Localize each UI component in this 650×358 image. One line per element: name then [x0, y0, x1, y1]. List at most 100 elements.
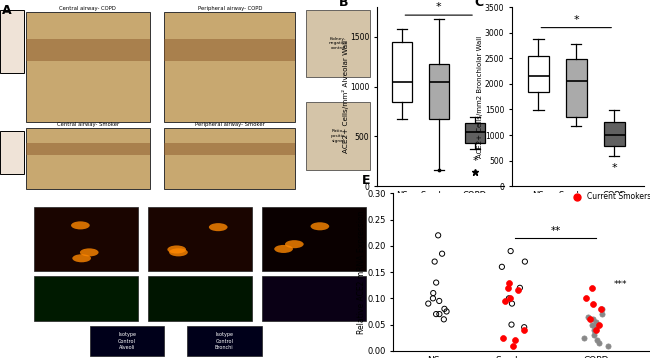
Text: NS: NS: [65, 200, 77, 209]
Point: [431, 311, 441, 317]
Point: [504, 280, 514, 285]
Circle shape: [274, 245, 293, 253]
Bar: [306, 102, 370, 170]
Point: [510, 338, 520, 343]
PathPatch shape: [566, 59, 587, 117]
Text: Ratio-
positiv-
signal: Ratio- positiv- signal: [330, 129, 346, 143]
Point: [594, 322, 604, 328]
Point: [502, 285, 513, 291]
Point: [590, 324, 601, 330]
Bar: [26, 39, 150, 61]
Point: [434, 311, 445, 317]
Text: *: *: [573, 15, 579, 25]
Point: [423, 301, 434, 306]
Circle shape: [169, 248, 188, 256]
Point: [588, 316, 598, 322]
Bar: [261, 207, 366, 271]
Text: Peripheral airway- Smoker: Peripheral airway- Smoker: [195, 122, 265, 127]
Point: [428, 295, 438, 301]
Text: *: *: [436, 2, 441, 12]
Point: [439, 306, 450, 312]
Text: E: E: [362, 174, 370, 188]
Circle shape: [71, 221, 90, 229]
Text: Central airway- COPD: Central airway- COPD: [59, 6, 116, 11]
Point: [437, 251, 447, 257]
Bar: [306, 10, 370, 77]
Point: [587, 322, 597, 328]
Bar: [0, 10, 24, 73]
Point: [587, 285, 597, 291]
Point: [507, 301, 517, 306]
Y-axis label: ACE2+ Cells/mm² Alveolar Wall: ACE2+ Cells/mm² Alveolar Wall: [342, 40, 348, 153]
Bar: [0, 131, 24, 174]
PathPatch shape: [429, 64, 448, 118]
Point: [591, 319, 601, 325]
Text: COPD: COPD: [287, 200, 311, 209]
Circle shape: [72, 254, 91, 262]
Bar: [26, 127, 150, 189]
Point: [506, 322, 517, 328]
Text: Central airway- Smoker: Central airway- Smoker: [57, 122, 119, 127]
PathPatch shape: [604, 122, 625, 146]
Bar: [187, 326, 261, 357]
Point: [519, 324, 529, 330]
Bar: [148, 276, 252, 321]
Point: [506, 248, 516, 254]
Point: [592, 338, 602, 343]
Point: [582, 314, 593, 320]
Circle shape: [285, 240, 304, 248]
Point: [441, 309, 452, 314]
Bar: [34, 207, 138, 271]
Point: [589, 332, 599, 338]
Point: [597, 306, 607, 312]
Text: Smoker: Smoker: [171, 200, 203, 209]
Point: [497, 264, 507, 270]
Point: [431, 280, 441, 285]
Point: [505, 295, 515, 301]
Point: [515, 285, 525, 291]
Point: [439, 316, 449, 322]
Point: [588, 301, 599, 306]
Bar: [164, 39, 295, 61]
Text: *: *: [472, 156, 478, 166]
Point: [597, 311, 607, 317]
Circle shape: [167, 246, 186, 253]
Bar: [90, 326, 164, 357]
Circle shape: [209, 223, 228, 231]
Text: *: *: [612, 163, 617, 173]
Text: B: B: [339, 0, 348, 9]
Text: D: D: [7, 202, 18, 215]
Text: **: **: [551, 226, 561, 236]
Bar: [164, 143, 295, 155]
Bar: [26, 11, 150, 122]
Point: [513, 287, 523, 293]
Point: [580, 295, 591, 301]
Point: [520, 259, 530, 265]
Point: [593, 340, 604, 346]
Point: [433, 232, 443, 238]
Circle shape: [80, 248, 99, 256]
Point: [578, 335, 589, 340]
Point: [500, 298, 510, 304]
Point: [592, 327, 602, 333]
Point: [428, 290, 439, 296]
Text: Peripheral airway- COPD: Peripheral airway- COPD: [198, 6, 262, 11]
Bar: [34, 276, 138, 321]
Point: [584, 316, 595, 322]
Bar: [164, 127, 295, 189]
Text: ***: ***: [614, 280, 627, 289]
Text: Kidney-
negative
control: Kidney- negative control: [328, 37, 348, 50]
Circle shape: [311, 222, 329, 230]
Legend: Current Smokers: Current Smokers: [566, 189, 650, 204]
Point: [603, 343, 613, 348]
Point: [519, 327, 530, 333]
Point: [434, 298, 445, 304]
Point: [589, 327, 599, 333]
Y-axis label: Relative ACE2 mRNA Expression: Relative ACE2 mRNA Expression: [357, 211, 366, 334]
Bar: [164, 11, 295, 122]
Text: Isotype
Control
Bronchi: Isotype Control Bronchi: [215, 332, 233, 350]
Text: Isotype
Control
Alveoli: Isotype Control Alveoli: [118, 332, 136, 350]
PathPatch shape: [393, 42, 412, 102]
Point: [430, 259, 440, 265]
Point: [504, 295, 514, 301]
